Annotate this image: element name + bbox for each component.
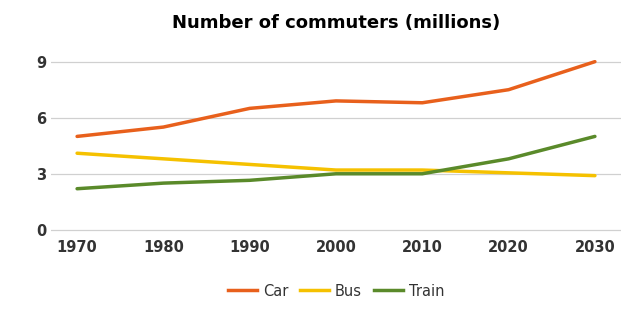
Train — [332, 172, 340, 176]
Bus — [246, 163, 253, 166]
Car — [332, 99, 340, 103]
Title: Number of commuters (millions): Number of commuters (millions) — [172, 14, 500, 32]
Line: Car: Car — [77, 62, 595, 136]
Train — [591, 134, 599, 138]
Line: Bus: Bus — [77, 153, 595, 176]
Train — [246, 178, 253, 182]
Car — [159, 125, 167, 129]
Train — [159, 181, 167, 185]
Bus — [332, 168, 340, 172]
Line: Train: Train — [77, 136, 595, 189]
Car — [505, 88, 513, 92]
Bus — [591, 174, 599, 178]
Train — [419, 172, 426, 176]
Train — [73, 187, 81, 191]
Bus — [419, 168, 426, 172]
Train — [505, 157, 513, 161]
Car — [73, 134, 81, 138]
Bus — [159, 157, 167, 161]
Car — [591, 60, 599, 64]
Car — [246, 106, 253, 110]
Bus — [73, 151, 81, 155]
Legend: Car, Bus, Train: Car, Bus, Train — [222, 278, 450, 305]
Bus — [505, 171, 513, 175]
Car — [419, 101, 426, 105]
